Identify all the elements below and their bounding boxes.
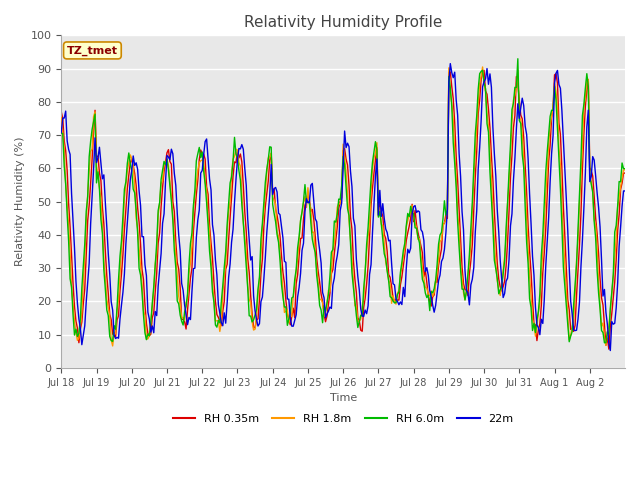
RH 6.0m — [514, 56, 522, 61]
RH 6.0m — [108, 338, 115, 344]
Line: RH 1.8m: RH 1.8m — [61, 67, 625, 346]
Title: Relativity Humidity Profile: Relativity Humidity Profile — [244, 15, 442, 30]
Line: 22m: 22m — [61, 64, 625, 350]
RH 6.0m — [58, 130, 65, 136]
RH 1.8m — [433, 269, 441, 275]
22m — [607, 348, 614, 353]
RH 1.8m — [479, 64, 486, 70]
22m — [447, 61, 454, 67]
RH 1.8m — [70, 318, 78, 324]
RH 1.8m — [451, 151, 458, 157]
RH 0.35m — [621, 170, 629, 176]
RH 6.0m — [355, 318, 363, 324]
22m — [289, 324, 297, 329]
22m — [108, 299, 115, 305]
RH 0.35m — [58, 109, 65, 115]
RH 1.8m — [109, 343, 116, 349]
RH 1.8m — [108, 336, 115, 342]
Y-axis label: Relativity Humidity (%): Relativity Humidity (%) — [15, 137, 25, 266]
RH 6.0m — [449, 140, 457, 146]
RH 0.35m — [289, 305, 297, 311]
RH 0.35m — [449, 96, 457, 102]
RH 6.0m — [432, 277, 440, 283]
RH 0.35m — [70, 304, 78, 310]
RH 0.35m — [605, 346, 612, 352]
RH 0.35m — [480, 68, 488, 73]
Text: TZ_tmet: TZ_tmet — [67, 45, 118, 56]
22m — [70, 245, 78, 251]
RH 6.0m — [621, 166, 629, 171]
22m — [58, 130, 65, 135]
RH 0.35m — [108, 317, 115, 323]
RH 6.0m — [70, 332, 78, 338]
RH 1.8m — [621, 167, 629, 173]
Legend: RH 0.35m, RH 1.8m, RH 6.0m, 22m: RH 0.35m, RH 1.8m, RH 6.0m, 22m — [168, 410, 518, 429]
Line: RH 6.0m: RH 6.0m — [61, 59, 625, 343]
RH 1.8m — [291, 283, 298, 288]
RH 6.0m — [289, 294, 297, 300]
Line: RH 0.35m: RH 0.35m — [61, 71, 625, 349]
22m — [621, 188, 629, 194]
22m — [451, 69, 458, 75]
X-axis label: Time: Time — [330, 393, 356, 403]
22m — [355, 287, 363, 293]
RH 6.0m — [600, 340, 608, 346]
22m — [432, 303, 440, 309]
RH 0.35m — [355, 318, 363, 324]
RH 0.35m — [432, 278, 440, 284]
RH 1.8m — [357, 316, 365, 322]
RH 1.8m — [58, 115, 65, 120]
